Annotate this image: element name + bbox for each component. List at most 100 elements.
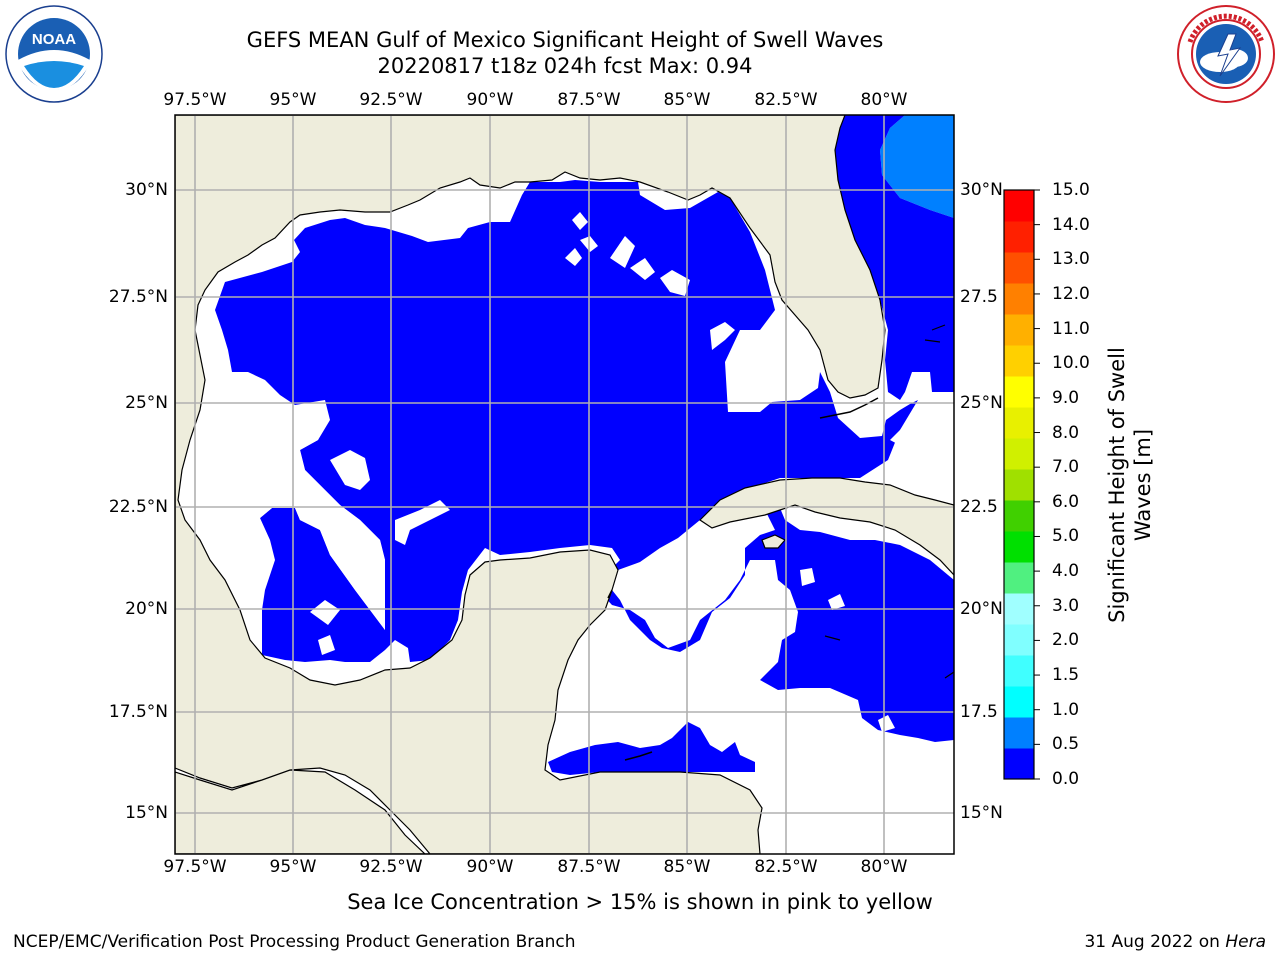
colorbar-tick-label: 5.0	[1052, 526, 1080, 547]
chart-subtitle: 20220817 t18z 024h fcst Max: 0.94	[377, 54, 753, 78]
no-data-patch	[610, 236, 635, 268]
noaa-logo: NOAA	[5, 5, 103, 103]
no-data-patch	[245, 545, 268, 570]
sea-ice-note-text: Sea Ice Concentration > 15% is shown in …	[347, 890, 933, 914]
lon-label-top: 95°W	[269, 90, 317, 110]
lon-label-bottom: 87.5°W	[557, 857, 621, 877]
footer-date-text: 31 Aug 2022 on	[1084, 932, 1220, 952]
no-data-patch	[878, 715, 895, 732]
caribbean-south-swell-region	[548, 722, 755, 775]
lat-label-left: 30°N	[125, 180, 168, 200]
lat-label-left: 25°N	[125, 393, 168, 413]
colorbar-segment	[1004, 252, 1034, 284]
colorbar-tick-label: 4.0	[1052, 561, 1080, 582]
noaa-logo-text: NOAA	[32, 31, 76, 48]
lon-label-bottom: 90°W	[466, 857, 514, 877]
nws-logo	[1177, 5, 1275, 103]
atlantic-east-swell-region	[835, 115, 954, 400]
lon-label-bottom: 80°W	[860, 857, 908, 877]
colorbar-tick-label: 3.0	[1052, 595, 1080, 616]
no-data-patch	[660, 270, 690, 296]
no-data-patch	[800, 568, 815, 586]
colorbar-tick-label: 14.0	[1052, 214, 1090, 235]
lat-label-right: 30°N	[960, 180, 1003, 200]
atlantic-swell-region	[880, 115, 954, 218]
map-frame	[174, 114, 955, 855]
no-data-patch	[630, 258, 655, 280]
no-data-patch	[310, 600, 340, 625]
lon-label-top: 92.5°W	[359, 90, 423, 110]
colorbar-tick-label: 10.0	[1052, 353, 1090, 374]
colorbar-frame	[1003, 189, 1035, 780]
lon-label-top: 87.5°W	[557, 90, 621, 110]
no-data-patch	[395, 500, 450, 545]
colorbar-title: Significant Height of Swell Waves [m]	[1105, 347, 1155, 623]
land-isla-juventud	[761, 534, 786, 549]
colorbar-segment	[1004, 345, 1034, 377]
lat-label-right: 25°N	[960, 393, 1003, 413]
no-data-patch	[245, 400, 385, 630]
colorbar-tick-label: 2.0	[1052, 630, 1080, 651]
colorbar-segment	[1004, 624, 1034, 656]
colorbar-tick-label: 13.0	[1052, 249, 1090, 270]
colorbar-segment	[1004, 469, 1034, 501]
colorbar-segment	[1004, 314, 1034, 346]
graticule	[175, 115, 954, 854]
lon-label-bottom: 85°W	[663, 857, 711, 877]
lat-label-right: 27.5	[960, 287, 998, 307]
land-bay-islands	[624, 751, 653, 761]
colorbar-segment	[1004, 190, 1034, 222]
colorbar-segment	[1004, 717, 1034, 749]
footer-machine: Hera	[1225, 932, 1266, 952]
colorbar-tick-label: 0.0	[1052, 769, 1080, 789]
land-mainland	[175, 115, 886, 854]
colorbar-tick-label: 7.0	[1052, 457, 1080, 478]
colorbar-tick-label: 15.0	[1052, 180, 1090, 200]
colorbar-tick-label: 11.0	[1052, 318, 1090, 339]
colorbar-tick-label: 6.0	[1052, 491, 1080, 512]
lon-label-bottom: 95°W	[269, 857, 317, 877]
colorbar-segment	[1004, 500, 1034, 532]
colorbar-segment	[1004, 376, 1034, 408]
lat-label-left: 20°N	[125, 599, 168, 619]
colorbar-tick-label: 9.0	[1052, 387, 1080, 408]
no-data-patch	[565, 248, 582, 266]
lon-label-top: 80°W	[860, 90, 908, 110]
colorbar-segment	[1004, 221, 1034, 253]
lat-label-right: 20°N	[960, 599, 1003, 619]
footer-date: 31 Aug 2022 on Hera	[1084, 932, 1266, 952]
lon-label-top: 97.5°W	[163, 90, 227, 110]
lat-label-right: 15°N	[960, 803, 1003, 823]
colorbar	[1003, 189, 1040, 780]
lat-label-left: 17.5°N	[108, 702, 168, 722]
no-data-patch	[710, 322, 735, 350]
lon-label-bottom: 92.5°W	[359, 857, 423, 877]
colorbar-tick-label: 12.0	[1052, 283, 1090, 304]
colorbar-tick-label: 8.0	[1052, 422, 1080, 443]
sea-ice-note: Sea Ice Concentration > 15% is shown in …	[0, 890, 1280, 914]
colorbar-tick-label: 1.5	[1052, 665, 1080, 686]
chart-title: GEFS MEAN Gulf of Mexico Significant Hei…	[246, 28, 884, 52]
gulf-swell-region	[215, 180, 954, 742]
land-bahamas	[824, 324, 954, 679]
lat-label-right: 17.5	[960, 702, 998, 722]
lat-label-left: 22.5°N	[108, 497, 168, 517]
colorbar-segment	[1004, 562, 1034, 594]
no-data-patch	[628, 566, 648, 585]
lat-label-left: 15°N	[125, 803, 168, 823]
colorbar-segment	[1004, 655, 1034, 687]
no-data-patch	[318, 635, 335, 655]
lon-label-top: 82.5°W	[754, 90, 818, 110]
land-cozumel	[607, 589, 613, 599]
lat-label-left: 27.5°N	[108, 287, 168, 307]
land-cuba	[699, 477, 954, 576]
no-data-patch	[330, 450, 370, 490]
colorbar-tick-label: 0.5	[1052, 734, 1080, 755]
lon-label-top: 90°W	[466, 90, 514, 110]
colorbar-segment	[1004, 283, 1034, 315]
colorbar-segment	[1004, 686, 1034, 718]
colorbar-segment	[1004, 748, 1034, 780]
footer-credit: NCEP/EMC/Verification Post Processing Pr…	[13, 932, 576, 952]
lat-label-right: 22.5	[960, 497, 998, 517]
